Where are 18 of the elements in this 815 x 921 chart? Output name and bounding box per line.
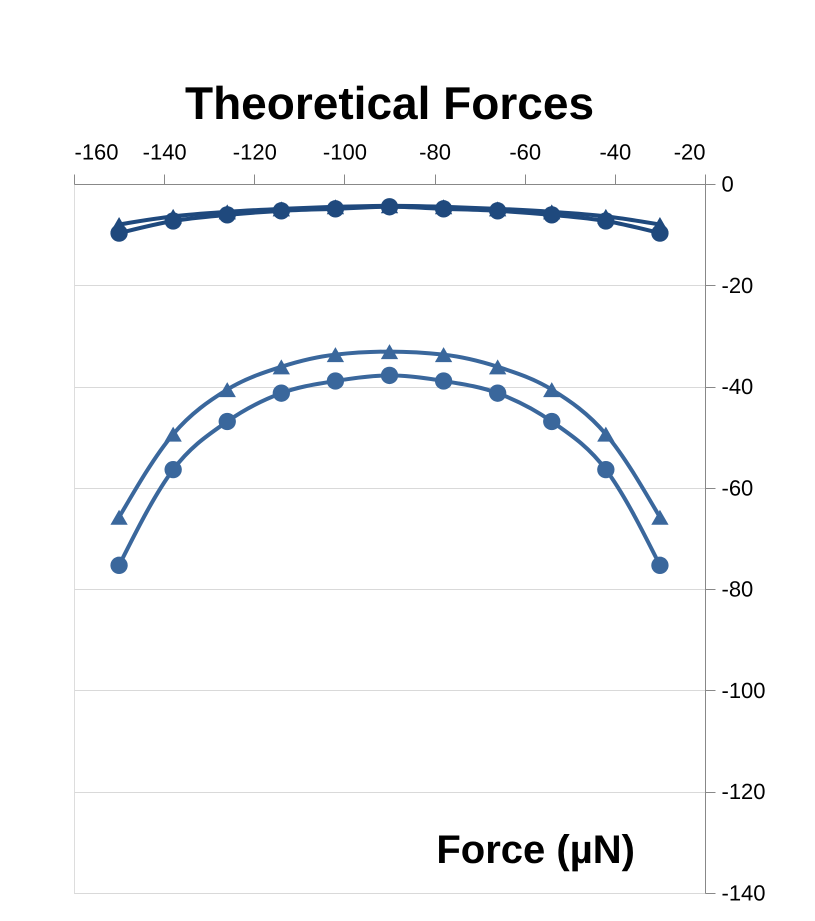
chart-title: Theoretical Forces	[184, 77, 594, 129]
y-tick-label: 0	[722, 172, 734, 196]
y-tick-label: -100	[722, 678, 766, 703]
y-tick-label: -20	[722, 272, 754, 298]
y-tick-label: -140	[722, 880, 766, 906]
y-tick-label: -80	[722, 576, 754, 602]
y-tick-label: -120	[722, 779, 766, 804]
x-tick-label: -140	[142, 140, 187, 164]
y-tick-label: -40	[722, 374, 754, 400]
x-tick-label: -120	[232, 140, 277, 164]
x-tick-label: -160	[74, 140, 119, 164]
x-tick-label: -20	[674, 140, 706, 164]
x-tick-label: -40	[599, 140, 632, 164]
x-tick-label: -60	[509, 140, 542, 164]
x-axis-title: Force (µN)	[436, 828, 635, 872]
y-tick-label: -60	[722, 475, 754, 500]
x-tick-label: -100	[322, 140, 367, 164]
x-tick-label: -80	[419, 140, 451, 164]
